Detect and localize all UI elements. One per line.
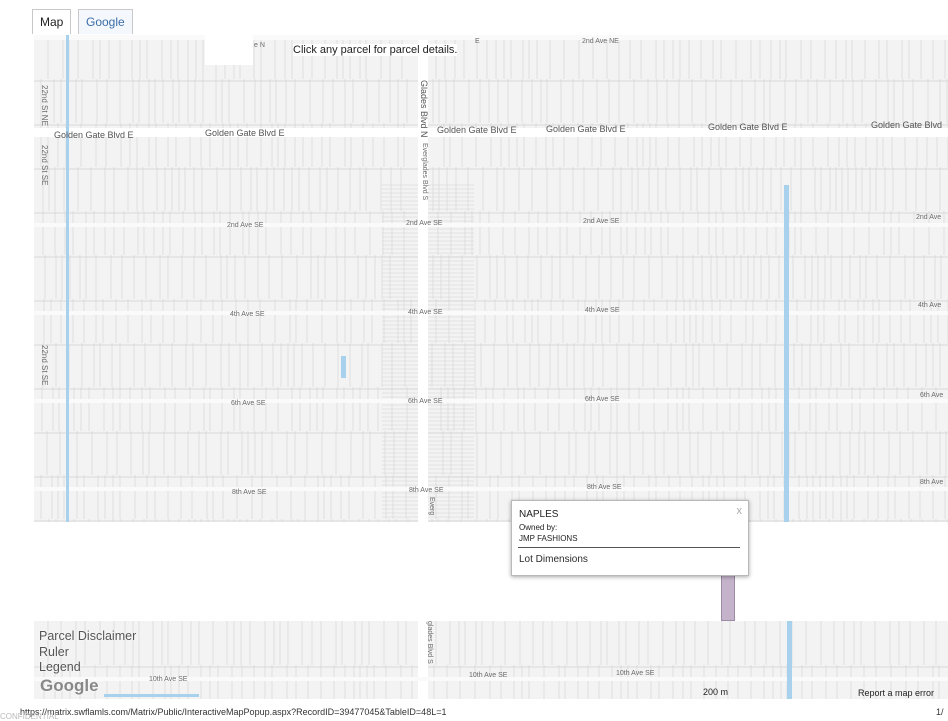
- selected-parcel-highlight[interactable]: [721, 575, 735, 621]
- google-logo: Google: [40, 676, 99, 695]
- label-10th-ave-se-2: 10th Ave SE: [469, 672, 508, 679]
- parcel-map-lower[interactable]: glades Blvd S 10th Ave SE 10th Ave SE 10…: [34, 621, 948, 699]
- label-22nd-st-se-top: 22nd St SE: [40, 145, 49, 185]
- map-canvas-lower[interactable]: glades Blvd S 10th Ave SE 10th Ave SE 10…: [34, 621, 948, 699]
- label-golden-gate-2: Golden Gate Blvd E: [205, 128, 285, 138]
- label-8th-ave-se-1: 8th Ave SE: [232, 489, 267, 496]
- label-golden-gate-3: Golden Gate Blvd E: [437, 125, 517, 135]
- close-icon[interactable]: x: [736, 505, 743, 517]
- map-scale: 200 m: [703, 687, 729, 697]
- lot-dimensions-link[interactable]: Lot Dimensions: [519, 554, 588, 565]
- label-2nd-ave-se-2: 2nd Ave SE: [406, 220, 443, 227]
- label-everglades-blvd-s: Everglades Blvd S: [421, 143, 428, 201]
- label-8th-ave-se-4: 8th Ave: [920, 479, 943, 486]
- label-10th-ave-se-3: 10th Ave SE: [616, 670, 655, 677]
- label-6th-ave-se-3: 6th Ave SE: [585, 396, 620, 403]
- page-number: 1/: [936, 707, 944, 717]
- map-canvas[interactable]: 22nd St NE 22nd St SE 22nd St SE Glades …: [34, 35, 948, 522]
- parcel-grid: [34, 35, 948, 522]
- tab-street-view[interactable]: Google Street View: [78, 9, 133, 77]
- label-2nd-ave-se-3: 2nd Ave SE: [583, 218, 620, 225]
- ruler-link[interactable]: Ruler: [39, 645, 69, 659]
- watermark-text: CONFIDENTIAL: [0, 712, 59, 721]
- label-10th-ave-se-1: 10th Ave SE: [149, 676, 188, 683]
- roads: [34, 35, 948, 522]
- parcel-map[interactable]: 22nd St NE 22nd St SE 22nd St SE Glades …: [34, 35, 948, 522]
- label-glades-blvd-n: Glades Blvd N: [419, 80, 429, 138]
- street-labels: 22nd St NE 22nd St SE 22nd St SE Glades …: [40, 38, 943, 515]
- popup-owned-by-label: Owned by:: [519, 523, 558, 532]
- label-22nd-st-se-mid: 22nd St SE: [40, 345, 49, 385]
- label-8th-ave-se-3: 8th Ave SE: [587, 484, 622, 491]
- label-golden-gate-1: Golden Gate Blvd E: [54, 130, 134, 140]
- label-golden-gate-4: Golden Gate Blvd E: [546, 124, 626, 134]
- label-6th-ave-se-2: 6th Ave SE: [408, 398, 443, 405]
- label-4th-ave-se-1: 4th Ave SE: [230, 311, 265, 318]
- tab-map[interactable]: Map: [32, 9, 72, 34]
- label-golden-gate-6: Golden Gate Blvd: [871, 120, 942, 130]
- map-overlay-box: [205, 35, 253, 65]
- label-everg: Everg: [428, 497, 435, 515]
- label-e-fragment: E: [475, 38, 480, 45]
- popup-divider: [518, 547, 740, 548]
- popup-owner-name: JMP FASHIONS: [519, 534, 578, 543]
- waterways: [66, 35, 789, 522]
- label-6th-ave-se-1: 6th Ave SE: [231, 400, 266, 407]
- label-4th-ave-se-2: 4th Ave SE: [408, 309, 443, 316]
- label-glades-blvd-s-bottom: glades Blvd S: [426, 621, 433, 664]
- parcel-disclaimer-link[interactable]: Parcel Disclaimer: [39, 629, 137, 643]
- label-2nd-ave-ne: 2nd Ave NE: [582, 38, 619, 45]
- label-8th-ave-se-2: 8th Ave SE: [409, 487, 444, 494]
- report-map-error-link[interactable]: Report a map error: [858, 688, 935, 698]
- label-ave-n-fragment: e N: [254, 42, 265, 49]
- label-4th-ave-se-3: 4th Ave SE: [585, 307, 620, 314]
- label-22nd-st-ne: 22nd St NE: [40, 85, 49, 126]
- label-4th-ave-se-4: 4th Ave: [918, 302, 941, 309]
- label-2nd-ave-se-4: 2nd Ave: [916, 214, 941, 221]
- label-2nd-ave-se-1: 2nd Ave SE: [227, 222, 264, 229]
- parcel-info-popup: x NAPLES Owned by: JMP FASHIONS Lot Dime…: [511, 500, 749, 576]
- popup-city: NAPLES: [519, 509, 559, 520]
- label-golden-gate-5: Golden Gate Blvd E: [708, 122, 788, 132]
- parcel-hint: Click any parcel for parcel details.: [293, 44, 458, 56]
- label-6th-ave-se-4: 6th Ave: [920, 392, 943, 399]
- legend-link[interactable]: Legend: [39, 660, 81, 674]
- parcel-grid-lower: [34, 621, 948, 699]
- status-url: https://matrix.swflamls.com/Matrix/Publi…: [20, 707, 447, 717]
